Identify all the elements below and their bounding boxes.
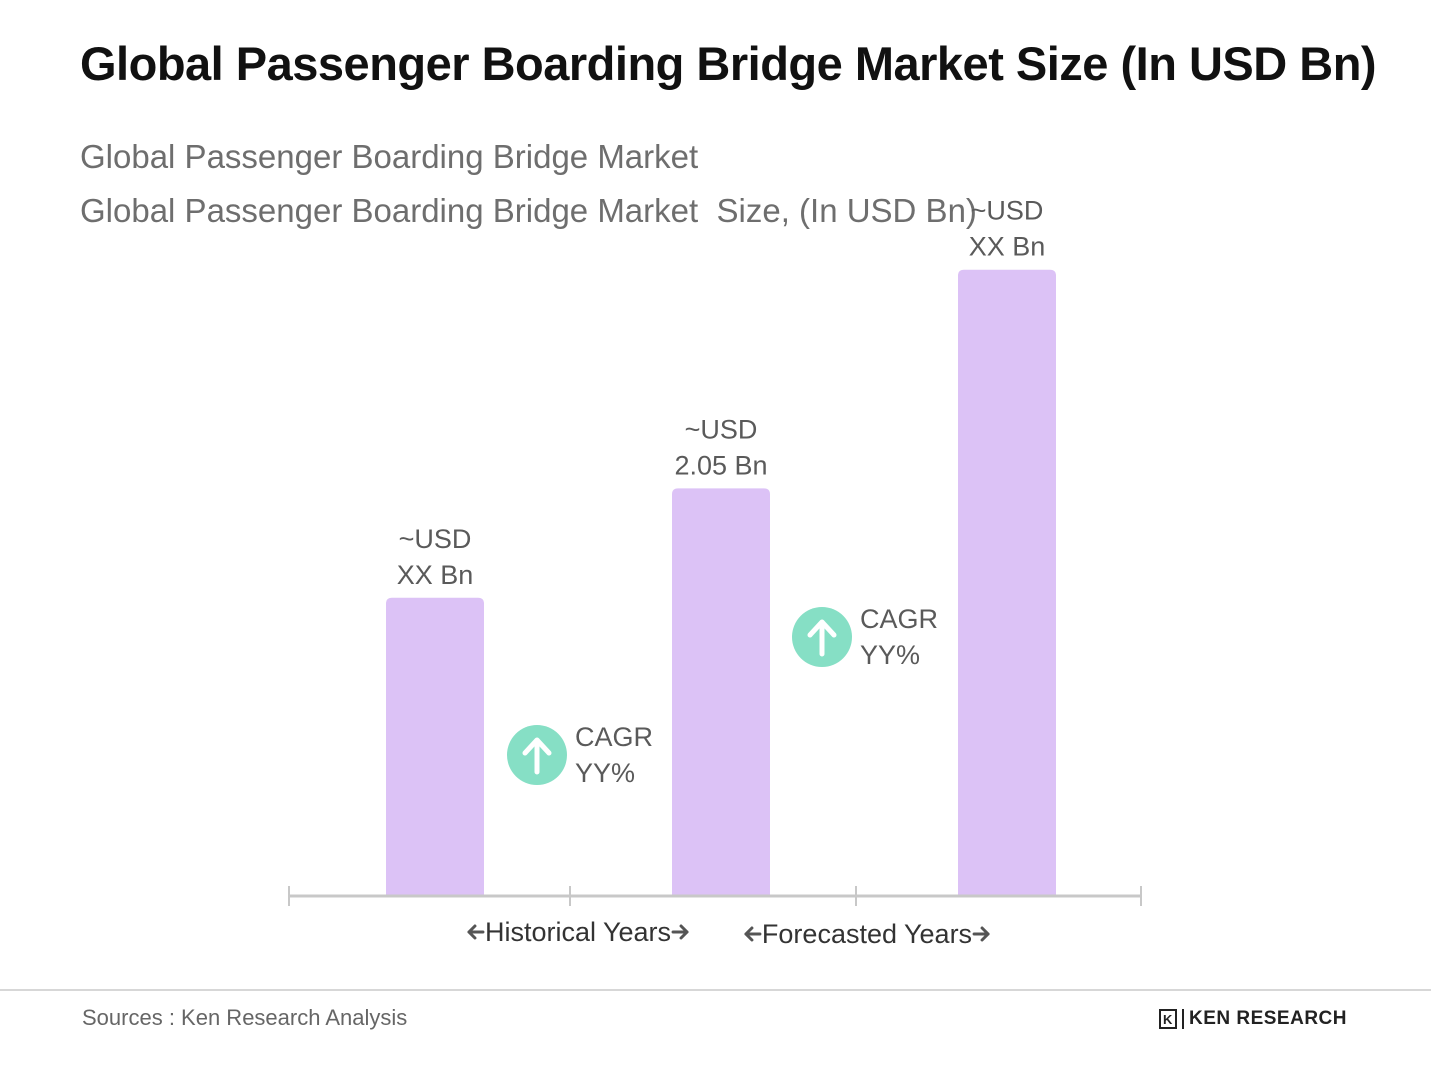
logo-divider — [1181, 1009, 1184, 1029]
arrow-right-icon-2 — [972, 926, 990, 942]
arrow-left-icon-1 — [467, 924, 485, 940]
logo-text: KEN RESEARCH — [1188, 1008, 1347, 1029]
bar-chart: ~USD XX Bn ~USD 2.05 Bn ~USD XX Bn CAGR YY% CAGR… — [288, 196, 1142, 949]
arrow-up-icon-2 — [807, 619, 837, 657]
ken-research-logo: K KEN RESEARCH — [1158, 1008, 1347, 1030]
cagr-label-1-line-2: YY% — [575, 758, 635, 788]
arrow-up-icon-1 — [522, 737, 552, 775]
chart-title: Global Passenger Boarding Bridge Market … — [80, 37, 1377, 90]
bar-label-2-line-2: 2.05 Bn — [674, 450, 767, 480]
period-label-2: Forecasted Years — [762, 919, 972, 949]
bar-label-1-line-2: XX Bn — [397, 560, 474, 590]
chart-subtitle-line-2: Global Passenger Boarding Bridge Market … — [80, 192, 977, 229]
bar-label-1-line-1: ~USD — [399, 524, 472, 554]
bar-2 — [672, 488, 770, 896]
source-note: Sources : Ken Research Analysis — [82, 1005, 408, 1030]
bar-1 — [386, 597, 484, 896]
cagr-label-1-line-1: CAGR — [575, 722, 653, 752]
bar-label-3-line-1: ~USD — [971, 196, 1044, 226]
bar-3 — [958, 269, 1056, 896]
bar-label-2-line-1: ~USD — [685, 414, 758, 444]
logo-mark-icon: K — [1158, 1009, 1177, 1029]
cagr-label-2-line-2: YY% — [860, 640, 920, 670]
cagr-label-2-line-1: CAGR — [860, 604, 938, 634]
chart-subtitle-line-1: Global Passenger Boarding Bridge Market — [80, 138, 699, 175]
arrow-right-icon-1 — [671, 924, 689, 940]
period-label-1: Historical Years — [485, 917, 671, 947]
bar-label-3-line-2: XX Bn — [969, 232, 1046, 262]
footer-divider — [0, 989, 1431, 991]
arrow-left-icon-2 — [744, 926, 762, 942]
